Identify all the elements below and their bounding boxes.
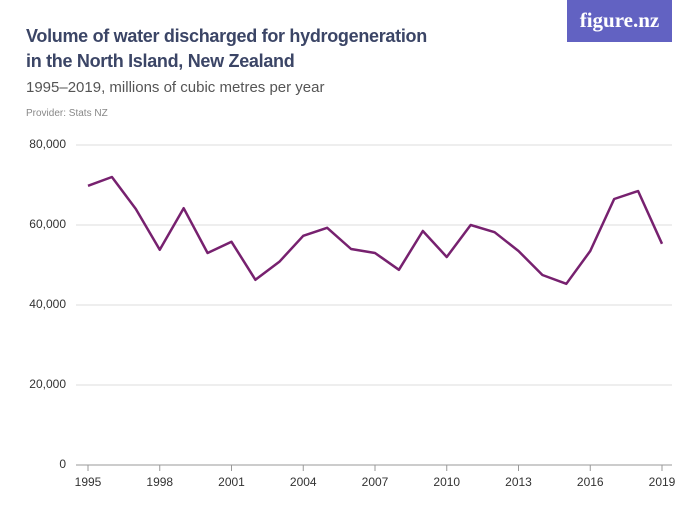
y-tick-label: 20,000 (29, 377, 66, 391)
x-tick-label: 2007 (362, 475, 389, 489)
data-line (87, 175, 664, 286)
x-tick-label: 2010 (433, 475, 460, 489)
x-tick-label: 1998 (146, 475, 173, 489)
y-tick-label: 60,000 (29, 217, 66, 231)
x-tick-label: 2013 (505, 475, 532, 489)
y-tick-label: 80,000 (29, 137, 66, 151)
x-tick-label: 2001 (218, 475, 245, 489)
x-tick-label: 2004 (290, 475, 317, 489)
y-tick-label: 40,000 (29, 297, 66, 311)
chart-subtitle: 1995–2019, millions of cubic metres per … (26, 79, 325, 96)
y-tick-label: 0 (59, 457, 66, 471)
logo[interactable]: figure.nz (567, 0, 672, 42)
chart-title: Volume of water discharged for hydrogene… (26, 26, 427, 71)
x-tick-label: 1995 (75, 475, 102, 489)
x-tick-label: 2019 (649, 475, 676, 489)
x-tick-label: 2016 (577, 475, 604, 489)
source: Provider: Stats NZ (26, 108, 108, 119)
